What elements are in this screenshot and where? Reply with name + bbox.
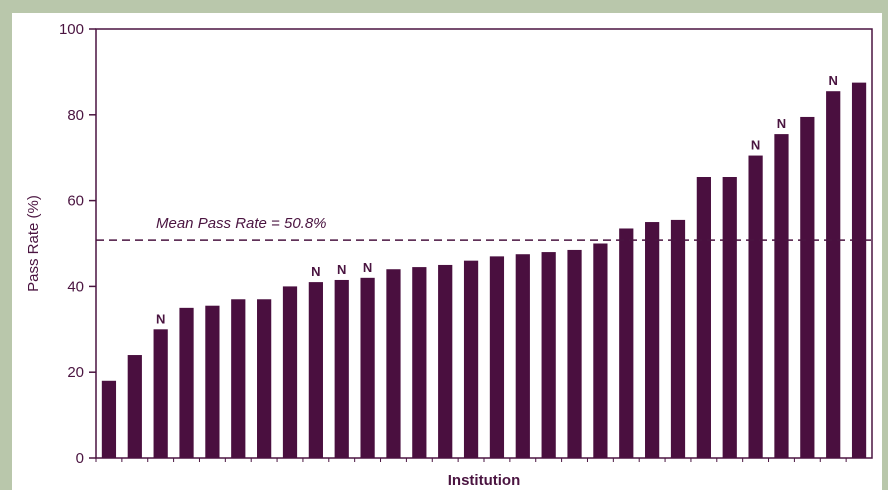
y-tick-label: 60 [67, 193, 84, 210]
y-tick-label: 100 [59, 21, 84, 38]
bar [101, 380, 117, 458]
bar [541, 252, 556, 458]
bar-label: N [156, 311, 165, 326]
bar [722, 177, 737, 458]
bar [826, 91, 841, 458]
bar [696, 177, 711, 458]
bar [179, 307, 194, 458]
bar [127, 355, 142, 458]
y-tick-label: 80 [67, 107, 84, 124]
mean-label: Mean Pass Rate = 50.8% [156, 215, 327, 232]
bar [205, 305, 220, 458]
bar-label: N [337, 262, 346, 277]
bar [593, 243, 608, 458]
y-tick-label: 20 [67, 364, 84, 381]
bar [619, 228, 634, 458]
bar [308, 282, 323, 458]
bar [489, 256, 505, 458]
bar [800, 116, 815, 458]
y-tick-label: 0 [76, 450, 84, 467]
bar [386, 269, 401, 458]
bar [515, 254, 530, 458]
bar-chart: 0 20 40 60 80 100 Pass Rate (%) N N N N N N N Mean Pas… [25, 21, 873, 489]
bar [153, 329, 168, 458]
bar [851, 82, 867, 458]
bar [334, 279, 349, 458]
bar [645, 222, 660, 458]
bar [438, 264, 453, 458]
y-axis-title: Pass Rate (%) [25, 195, 42, 292]
bar [463, 260, 479, 458]
bar [567, 249, 582, 458]
bar [360, 277, 375, 458]
bar-label: N [777, 116, 786, 131]
bar [412, 267, 427, 458]
bar [774, 134, 789, 458]
bar [748, 155, 763, 458]
bar-label: N [363, 260, 372, 275]
bar-label: N [311, 264, 320, 279]
bar [231, 299, 246, 458]
bar [282, 286, 298, 458]
bar-label: N [829, 73, 838, 88]
bar [670, 219, 686, 458]
bar-label: N [751, 138, 760, 153]
x-axis-title: Institution [448, 472, 520, 489]
chart-panel: 0 20 40 60 80 100 Pass Rate (%) N N N N N N N Mean Pas… [12, 13, 882, 490]
bar [257, 299, 272, 458]
y-tick-label: 40 [67, 278, 84, 295]
